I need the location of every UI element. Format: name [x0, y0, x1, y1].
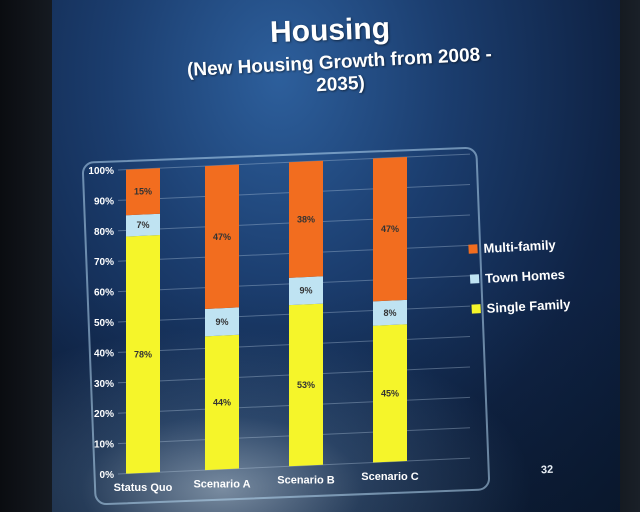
bar-segment-multi-family: [289, 160, 323, 278]
bar-segment-single-family: [373, 324, 407, 463]
y-tick-label: 0%: [100, 470, 115, 481]
data-label: 45%: [381, 388, 399, 398]
y-tick-label: 10%: [94, 440, 114, 451]
y-tick-label: 30%: [94, 379, 114, 390]
y-tick-label: 20%: [94, 409, 114, 420]
y-tick-label: 70%: [94, 257, 114, 268]
bar-segment-multi-family: [126, 168, 160, 216]
data-label: 9%: [215, 317, 228, 327]
data-label: 47%: [381, 224, 399, 234]
bar-segment-multi-family: [373, 156, 407, 302]
bar-segment-single-family: [289, 303, 323, 467]
data-label: 8%: [383, 308, 396, 318]
x-category-label: Scenario C: [361, 471, 419, 483]
legend-swatch-multi-family: [468, 243, 478, 254]
bars: 78% 7% 15% Status Quo 44% 9% 47% Scenario A 53% 9…: [114, 156, 419, 494]
legend-label-town-homes: Town Homes: [484, 266, 566, 286]
bar-segment-town-homes: [205, 307, 239, 337]
bar-segment-single-family: [126, 234, 160, 474]
bar-segment-multi-family: [205, 164, 239, 309]
x-category-label: Scenario B: [277, 475, 335, 487]
y-tick-label: 40%: [94, 348, 114, 359]
data-label: 47%: [213, 232, 231, 242]
bar-segment-town-homes: [373, 299, 407, 326]
data-label: 53%: [297, 380, 315, 390]
slide-page-number: 32: [540, 463, 554, 477]
legend-swatch-single-family: [471, 303, 481, 314]
y-tick-label: 50%: [94, 318, 114, 329]
bar-segment-town-homes: [289, 276, 323, 306]
y-tick-label: 80%: [94, 227, 114, 238]
x-category-label: Status Quo: [114, 482, 173, 494]
y-tick-label: 90%: [94, 196, 114, 207]
bar-segment-single-family: [205, 334, 239, 471]
legend-label-multi-family: Multi-family: [483, 236, 557, 256]
data-label: 7%: [136, 220, 149, 230]
data-label: 15%: [134, 187, 152, 197]
data-label: 44%: [213, 397, 231, 407]
data-label: 9%: [299, 286, 312, 296]
data-label: 78%: [134, 349, 152, 359]
legend-swatch-town-homes: [469, 273, 480, 284]
x-category-label: Scenario A: [193, 478, 250, 490]
y-tick-label: 100%: [88, 166, 114, 177]
y-axis-ticks: 0% 10% 20% 30% 40% 50% 60% 70% 80% 90% 100%: [88, 166, 114, 481]
chart-legend: Multi-family Town Homes Single Family: [468, 226, 613, 323]
legend-label-single-family: Single Family: [486, 295, 571, 316]
bar-segment-town-homes: [126, 213, 160, 237]
y-tick-label: 60%: [94, 288, 114, 299]
gridline: [117, 457, 471, 475]
data-label: 38%: [297, 214, 315, 224]
